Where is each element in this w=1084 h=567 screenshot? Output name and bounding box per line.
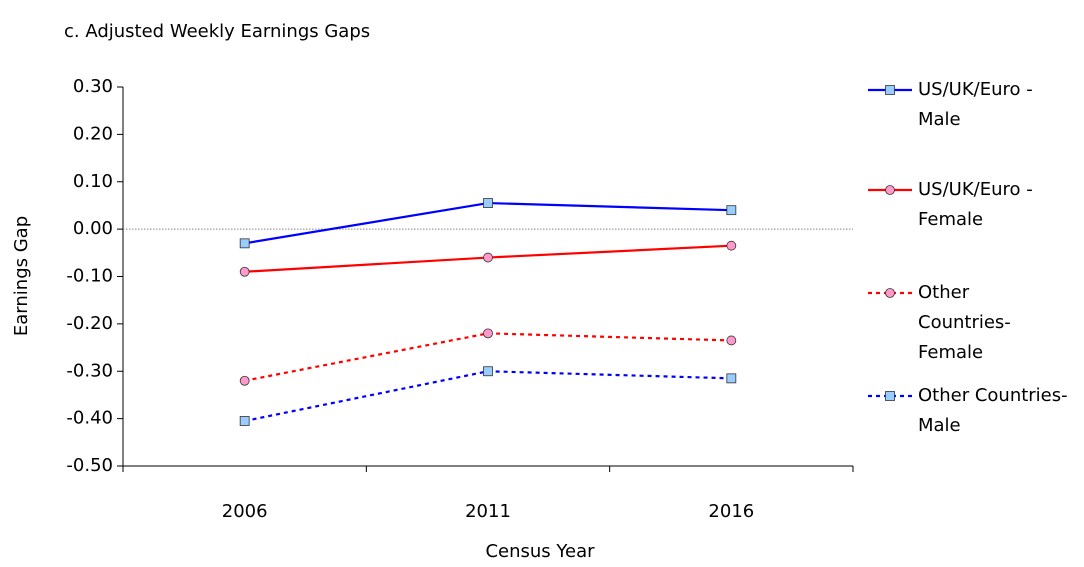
y-tick-label: -0.30 [66,360,113,381]
y-tick-label: -0.10 [66,266,113,287]
y-tick-label: 0.10 [73,171,113,192]
x-tick-label: 2006 [222,501,268,522]
y-tick-label: 0.20 [73,123,113,144]
series-line [244,370,732,423]
legend-label: Other Countries-Male [918,385,1068,436]
chart-title: c. Adjusted Weekly Earnings Gaps [64,21,370,42]
marker [885,391,895,401]
marker [239,416,250,426]
marker [239,238,250,249]
legend-label: US/UK/Euro - Female [918,179,1033,230]
marker [483,328,493,339]
marker [885,85,895,95]
marker [726,335,737,346]
marker [483,198,493,208]
x-axis-label: Census Year [485,541,595,562]
y-axis-label: Earnings Gap [11,216,32,336]
marker [483,366,493,377]
marker [239,375,250,386]
series-line [244,332,732,382]
marker [726,373,737,384]
marker [483,252,493,263]
y-tick-label: 0.30 [73,76,113,97]
marker [726,240,737,251]
series-line [244,201,732,245]
marker [726,205,737,216]
y-tick-label: -0.20 [66,313,113,334]
marker [239,266,250,277]
marker [885,185,895,195]
legend-label: US/UK/Euro - Male [918,79,1033,130]
x-tick-label: 2011 [465,501,511,522]
legend-label: Other Countries-Female [918,282,1011,363]
y-tick-label: 0.00 [73,218,113,239]
x-tick-label: 2016 [708,501,754,522]
marker [885,288,895,298]
y-tick-label: -0.50 [66,455,113,476]
y-tick-label: -0.40 [66,408,113,429]
